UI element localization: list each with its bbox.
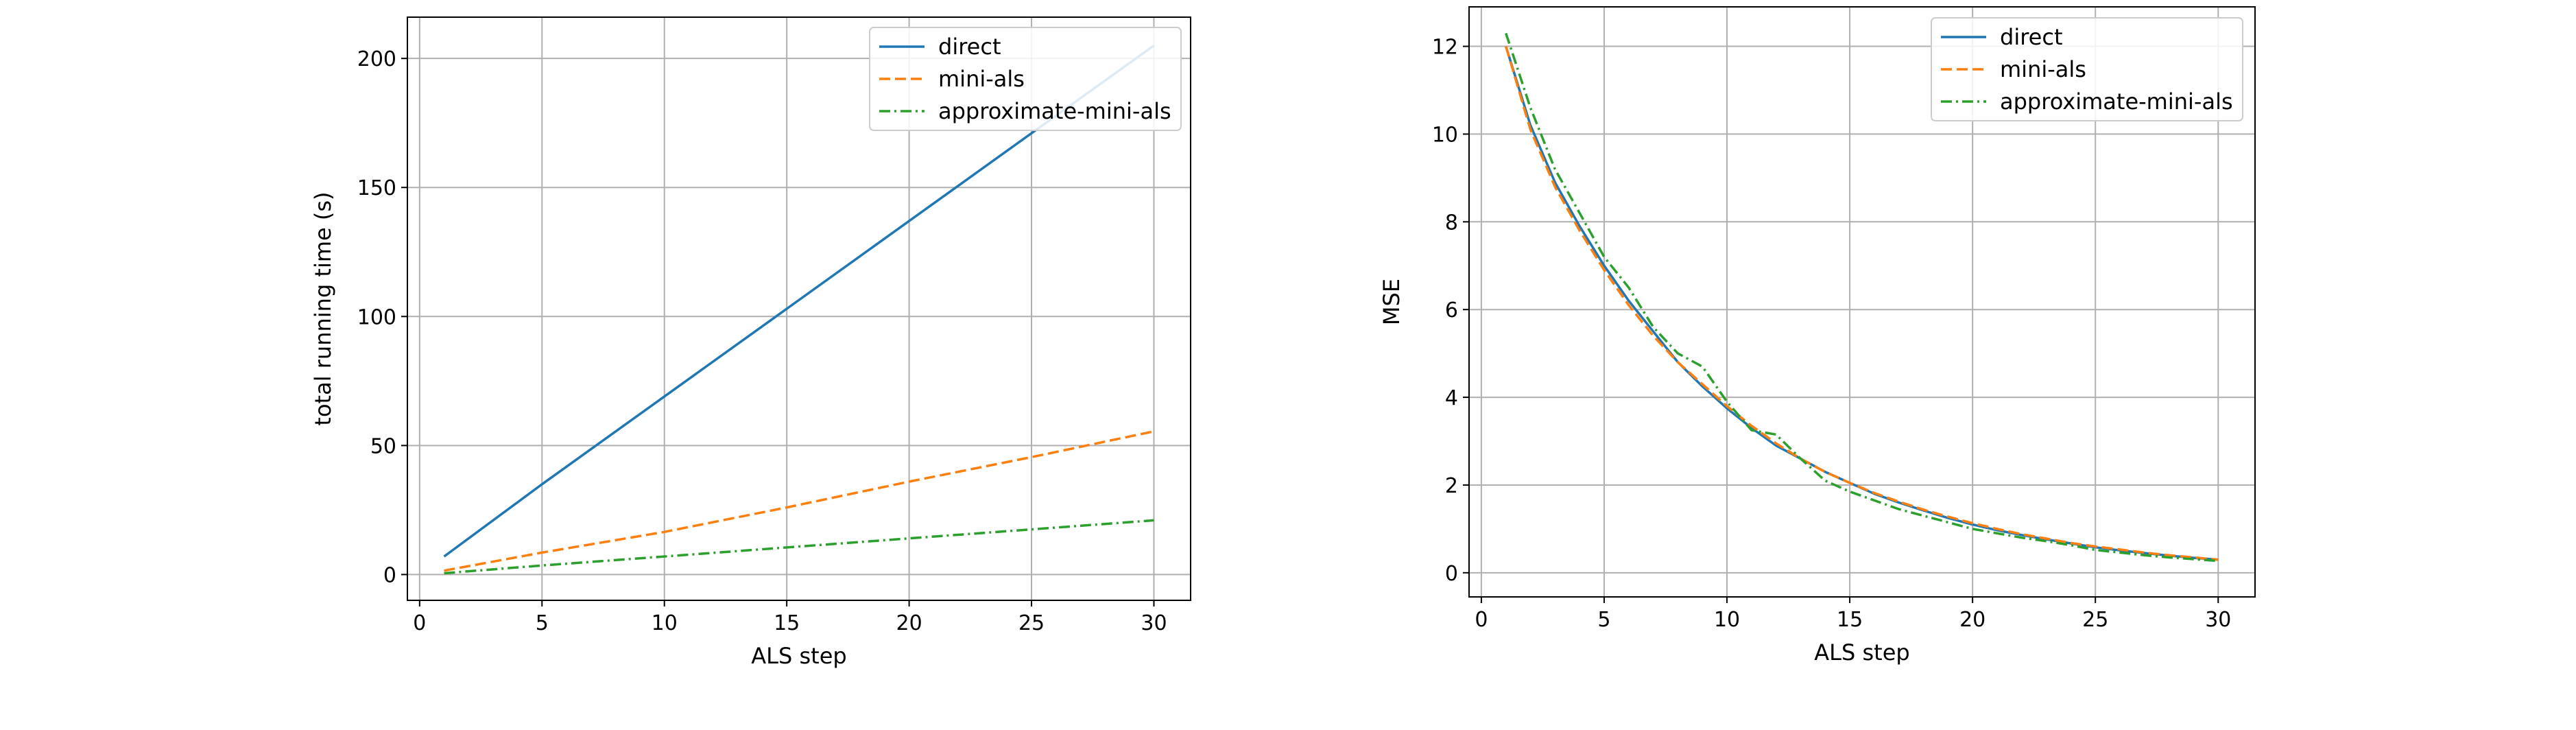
x-tick-label: 10 <box>652 611 678 635</box>
x-tick-label: 30 <box>1141 611 1167 635</box>
legend-label: mini-als <box>2000 56 2086 82</box>
series-line-direct <box>1505 45 2219 561</box>
x-axis-label: ALS step <box>751 643 846 669</box>
right-chart-mse: 0 5 10 15 20 25 30 0 2 4 6 8 10 12 ALS step MSE direct mi… <box>1379 6 2256 666</box>
axes-frame <box>407 16 1191 601</box>
y-tick-label: 12 <box>1432 36 1458 60</box>
y-tick-label: 4 <box>1445 386 1458 410</box>
series-line-approximate-mini-als <box>1505 32 2219 563</box>
legend: direct mini-als approximate-mini-als <box>869 27 1182 131</box>
x-axis-label: ALS step <box>1814 639 1909 666</box>
legend-label: mini-als <box>938 66 1025 92</box>
x-tick-label: 25 <box>2082 608 2108 632</box>
y-tick-label: 200 <box>357 47 396 71</box>
legend-label: direct <box>2000 24 2062 50</box>
legend-box <box>1931 17 2243 121</box>
x-tick-label: 5 <box>536 611 549 635</box>
y-tick-label: 150 <box>357 176 396 200</box>
y-tick-label: 50 <box>370 434 396 458</box>
series-line-approximate-mini-als <box>444 519 1154 575</box>
y-tick-label: 2 <box>1445 474 1458 498</box>
x-tick-label: 0 <box>1475 608 1488 632</box>
x-tick-label: 5 <box>1597 608 1610 632</box>
legend-label: approximate-mini-als <box>2000 89 2233 115</box>
legend-label: approximate-mini-als <box>938 98 1171 124</box>
series-line-direct <box>443 44 1155 558</box>
x-tick-label: 25 <box>1018 611 1045 635</box>
legend-box <box>869 27 1182 131</box>
x-tick-label: 15 <box>774 611 800 635</box>
y-axis-label: MSE <box>1379 279 1405 325</box>
y-axis-label: total running time (s) <box>310 191 336 425</box>
y-tick-label: 0 <box>1445 562 1458 586</box>
x-tick-label: 20 <box>896 611 922 635</box>
legend-label: direct <box>938 34 1001 60</box>
y-tick-label: 6 <box>1445 298 1458 322</box>
x-tick-label: 15 <box>1837 608 1863 632</box>
y-tick-label: 0 <box>383 563 396 587</box>
legend: direct mini-als approximate-mini-als <box>1931 17 2243 121</box>
left-chart-running-time: 0 5 10 15 20 25 30 0 50 100 150 200 ALS step total ru… <box>310 16 1191 669</box>
x-tick-label: 30 <box>2205 608 2231 632</box>
axes-frame <box>1468 6 2256 598</box>
y-tick-label: 100 <box>357 305 396 329</box>
x-tick-label: 10 <box>1714 608 1740 632</box>
series-line-mini-als <box>444 429 1154 572</box>
y-tick-label: 8 <box>1445 211 1458 235</box>
x-tick-label: 0 <box>413 611 426 635</box>
y-tick-label: 10 <box>1432 123 1458 147</box>
series-line-mini-als <box>1505 46 2219 561</box>
x-tick-label: 20 <box>1959 608 1985 632</box>
